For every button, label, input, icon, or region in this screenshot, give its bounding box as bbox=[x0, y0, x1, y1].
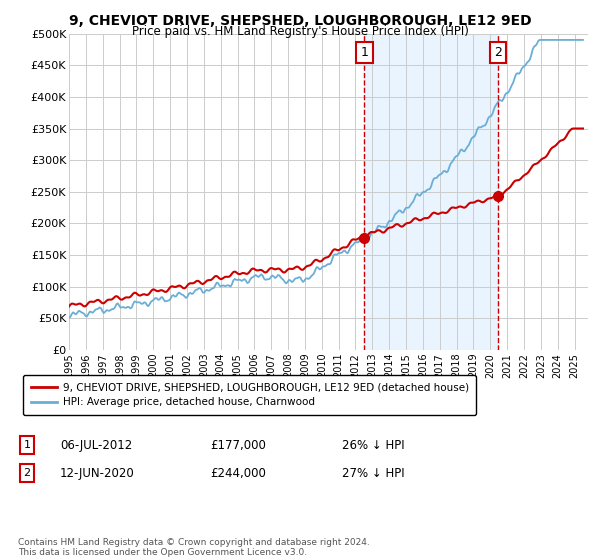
Text: £244,000: £244,000 bbox=[210, 466, 266, 480]
Text: 2: 2 bbox=[23, 468, 31, 478]
Bar bbox=[364, 34, 498, 350]
Text: 2: 2 bbox=[494, 46, 502, 59]
Legend: 9, CHEVIOT DRIVE, SHEPSHED, LOUGHBOROUGH, LE12 9ED (detached house), HPI: Averag: 9, CHEVIOT DRIVE, SHEPSHED, LOUGHBOROUGH… bbox=[23, 375, 476, 415]
Text: 06-JUL-2012: 06-JUL-2012 bbox=[60, 438, 132, 452]
Text: Contains HM Land Registry data © Crown copyright and database right 2024.
This d: Contains HM Land Registry data © Crown c… bbox=[18, 538, 370, 557]
Text: Price paid vs. HM Land Registry's House Price Index (HPI): Price paid vs. HM Land Registry's House … bbox=[131, 25, 469, 38]
Text: 27% ↓ HPI: 27% ↓ HPI bbox=[342, 466, 404, 480]
Text: 9, CHEVIOT DRIVE, SHEPSHED, LOUGHBOROUGH, LE12 9ED: 9, CHEVIOT DRIVE, SHEPSHED, LOUGHBOROUGH… bbox=[68, 14, 532, 28]
Text: 12-JUN-2020: 12-JUN-2020 bbox=[60, 466, 135, 480]
Text: 26% ↓ HPI: 26% ↓ HPI bbox=[342, 438, 404, 452]
Text: 1: 1 bbox=[360, 46, 368, 59]
Text: 1: 1 bbox=[23, 440, 31, 450]
Text: £177,000: £177,000 bbox=[210, 438, 266, 452]
